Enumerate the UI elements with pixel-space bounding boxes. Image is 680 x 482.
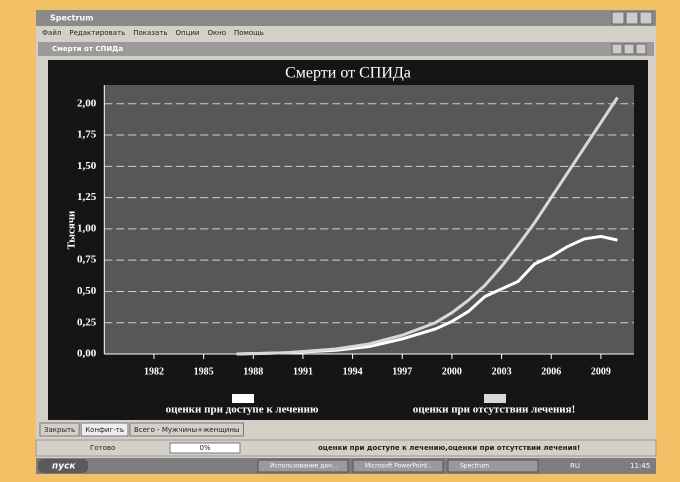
legend-swatch: [232, 394, 254, 403]
chart-title: Смерти от СПИДа: [285, 65, 411, 82]
app-title: Spectrum: [50, 14, 93, 23]
x-tick-label: 1997: [392, 366, 412, 377]
y-tick-label: 0,50: [77, 285, 97, 297]
doc-maximize[interactable]: [623, 43, 635, 55]
task-button[interactable]: [447, 459, 539, 473]
legend-swatch: [484, 394, 506, 403]
series-line: [236, 96, 619, 356]
task-label: Spectrum: [460, 463, 489, 470]
legend-label: оценки при отсутствии лечения!: [413, 404, 576, 416]
y-tick-label: 1,25: [77, 191, 97, 203]
tabs: Закрыть Конфиг-ть Всего - Мужчины+женщины: [39, 422, 244, 437]
doc-close[interactable]: [635, 43, 647, 55]
task-items: Использование дан... Microsoft PowerPoint…: [257, 459, 539, 473]
x-tick-label: 2000: [442, 366, 462, 377]
task-label: Microsoft PowerPoint...: [365, 463, 433, 470]
menu-item[interactable]: Редактировать: [69, 29, 125, 37]
x-tick-label: 1985: [194, 366, 214, 377]
menu-item[interactable]: Показать: [133, 29, 167, 37]
y-tick-label: 1,00: [77, 222, 97, 234]
start-button[interactable]: [38, 459, 88, 473]
y-tick-label: 1,50: [77, 160, 97, 172]
x-tick-label: 2006: [541, 366, 561, 377]
status-state: Готово: [90, 444, 115, 452]
task-button[interactable]: [352, 459, 444, 473]
y-tick-label: 0,00: [77, 348, 97, 360]
minimize[interactable]: [611, 11, 625, 25]
y-tick-label: 0,75: [77, 254, 97, 266]
doc-title: Смерти от СПИДа: [52, 45, 123, 53]
progress-box: [169, 442, 241, 454]
legend-label: оценки при доступе к лечению: [166, 404, 319, 416]
tab-label: Закрыть: [44, 426, 75, 434]
tab-label: Конфиг-ть: [85, 426, 124, 434]
menu-item[interactable]: Опции: [175, 29, 199, 37]
status-progress: 0%: [199, 444, 210, 452]
menu-item[interactable]: Помощь: [234, 29, 264, 37]
x-tick-label: 1982: [144, 366, 164, 377]
y-tick-label: 1,75: [77, 129, 97, 141]
start-label: пуск: [52, 462, 76, 472]
doc-title-bar: [38, 42, 654, 56]
tab[interactable]: [80, 422, 129, 437]
x-tick-label: 1988: [243, 366, 263, 377]
tab[interactable]: [129, 422, 244, 437]
tab[interactable]: [39, 422, 80, 437]
menu-bar: Файл Редактировать Показать Опции Окно Помощь: [42, 29, 264, 37]
title-bar: [36, 10, 656, 26]
lang: RU: [570, 462, 580, 470]
doc-minimize[interactable]: [611, 43, 623, 55]
y-tick-label: 0,25: [77, 316, 97, 328]
close[interactable]: [639, 11, 653, 25]
menu-item[interactable]: Окно: [207, 29, 226, 37]
task-button[interactable]: [257, 459, 349, 473]
menu-item[interactable]: Файл: [42, 29, 61, 37]
y-axis-label: Тысячи: [66, 210, 78, 249]
x-tick-label: 1994: [343, 366, 363, 377]
clock: 11:45: [630, 462, 650, 470]
x-tick-label: 2003: [492, 366, 512, 377]
y-tick-label: 2,00: [77, 97, 97, 109]
maximize[interactable]: [625, 11, 639, 25]
x-tick-label: 1991: [293, 366, 313, 377]
series-line: [236, 234, 618, 356]
plot-area: [104, 85, 635, 354]
tab-label: Всего - Мужчины+женщины: [134, 426, 239, 434]
task-label: Использование дан...: [270, 463, 338, 470]
x-tick-label: 2009: [591, 366, 611, 377]
status-message: оценки при доступе к лечению,оценки при …: [318, 444, 580, 452]
